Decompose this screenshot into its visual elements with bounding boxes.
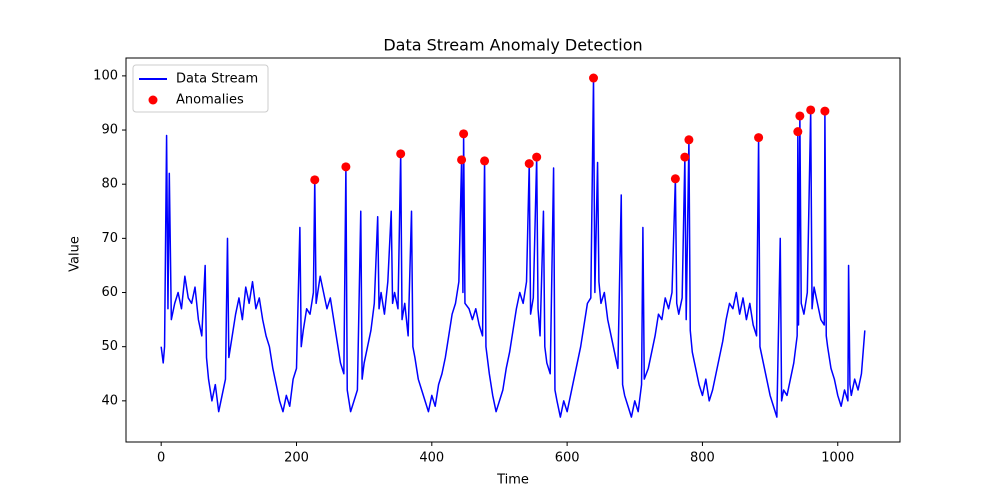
anomaly-point <box>680 152 690 162</box>
x-axis-label: Time <box>496 473 529 488</box>
y-tick-label: 50 <box>101 339 118 354</box>
y-tick-label: 40 <box>101 393 118 408</box>
x-tick-label: 0 <box>157 451 165 466</box>
y-tick-label: 60 <box>101 285 118 300</box>
legend-marker <box>148 95 158 105</box>
anomaly-point <box>480 156 490 166</box>
anomaly-point <box>754 133 764 143</box>
anomaly-point <box>670 174 680 184</box>
y-tick-label: 70 <box>101 231 118 246</box>
x-tick-label: 600 <box>555 451 580 466</box>
anomaly-point <box>524 159 534 169</box>
legend-label: Data Stream <box>176 72 258 87</box>
anomaly-point <box>793 127 803 137</box>
anomaly-point <box>589 73 599 83</box>
x-tick-label: 200 <box>284 451 309 466</box>
axes-frame <box>125 57 901 443</box>
data-line <box>160 77 866 418</box>
anomaly-point <box>457 155 467 165</box>
chart-title: Data Stream Anomaly Detection <box>383 36 642 55</box>
anomaly-point <box>341 162 351 172</box>
y-tick-label: 100 <box>93 68 118 83</box>
anomaly-point <box>684 135 694 145</box>
anomaly-point <box>532 152 542 162</box>
y-tick-label: 90 <box>101 123 118 138</box>
legend-box <box>132 64 269 113</box>
x-tick-label: 400 <box>419 451 444 466</box>
y-axis-label: Value <box>68 236 83 272</box>
y-tick-label: 80 <box>101 177 118 192</box>
x-tick-label: 1000 <box>821 451 854 466</box>
anomaly-point <box>820 106 830 116</box>
anomaly-point <box>396 149 406 159</box>
anomaly-point <box>806 105 816 115</box>
legend-label: Anomalies <box>176 93 244 108</box>
x-tick-label: 800 <box>690 451 715 466</box>
anomaly-point <box>459 129 469 139</box>
anomaly-point <box>795 111 805 121</box>
anomaly-point <box>310 175 320 185</box>
